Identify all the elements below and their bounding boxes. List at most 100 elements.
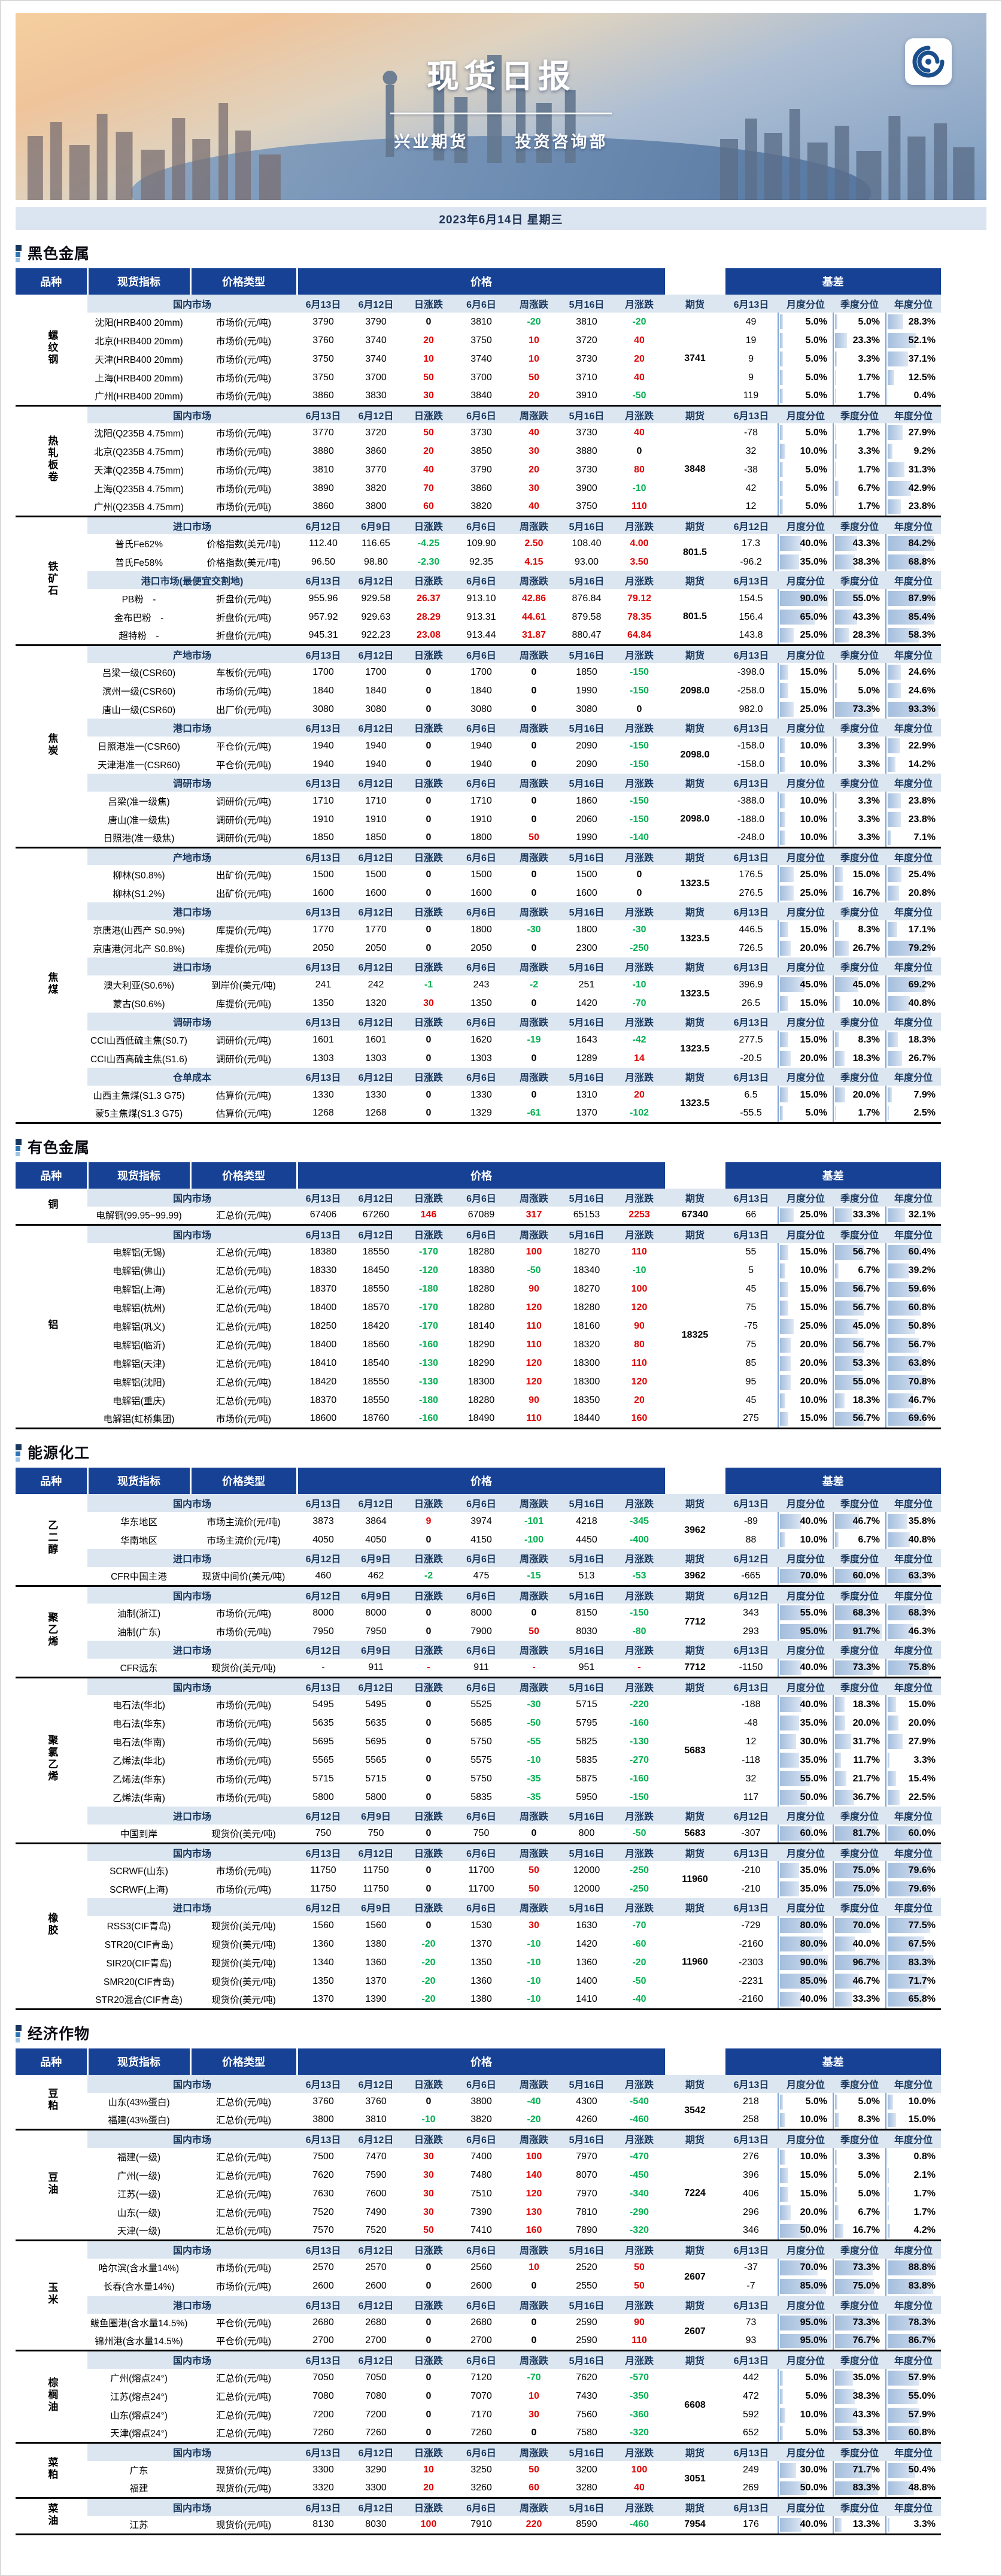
indicator-cell: 锦州港(含水量14.5%) [87,2332,190,2351]
daily-change: 0 [402,1825,455,1843]
market-label: 国内市场 [87,1842,297,1861]
weekly-change: 0 [508,737,560,755]
monthly-change: -340 [613,2184,666,2204]
variety-cell: 菜油 [16,2497,87,2535]
monthly-change: 0 [613,884,666,902]
price-type-cell: 汇总价(元/吨) [190,2405,297,2425]
percentile-cell: 10.0% [778,442,834,460]
market-label: 国内市场 [87,2442,297,2461]
percentile-cell: 75.8% [885,1659,942,1677]
variety-cell: 乙二醇 [16,1494,87,1586]
weekly-change: 40 [508,498,560,516]
daily-change: -2.30 [402,553,455,571]
weekly-change: 0 [508,2313,560,2332]
monthly-change: 78.35 [613,608,666,626]
basis-cell: 277.5 [724,1031,779,1049]
price-row: 广州(Q235B 4.75mm) 市场价(元/吨) 3860 3800 60 3… [16,498,942,516]
daily-change: 70 [402,479,455,498]
price-type-cell: 汇总价(元/吨) [190,1206,297,1225]
monthly-change: 40 [613,423,666,442]
price-type-cell: 市场价(元/吨) [190,1880,297,1898]
monthly-change: -150 [613,1788,666,1807]
company-name: 兴业期货 [394,132,469,151]
basis-cell: 42 [724,479,779,498]
percentile-cell: 7.9% [885,1086,942,1104]
monthly-change: 110 [613,1354,666,1373]
header-gap [664,1162,725,1189]
basis-cell: -20.5 [724,1049,779,1068]
percentile-cell: 91.7% [833,1622,886,1641]
weekly-change: 0 [508,810,560,829]
percentile-cell: 12.5% [885,368,942,387]
market-label: 进口市场 [87,957,297,975]
futures-price-cell: 18325 [666,1242,725,1429]
indicator-cell: 日照港准一(CSR60) [87,737,190,755]
col-price: 价格 [296,268,666,295]
percentile-cell: 55.0% [778,1769,834,1788]
daily-change: 10 [402,350,455,368]
price-type-cell: 市场价(元/吨) [190,1769,297,1788]
indicator-cell: 山东(熔点24°) [87,2405,190,2425]
price-row: 乙烯法(华东) 市场价(元/吨) 5715 5715 0 5750 -35 58… [16,1769,942,1788]
monthly-change: 64.84 [613,626,666,645]
price-type-cell: 汇总价(元/吨) [190,1298,297,1317]
percentile-cell: 56.7% [833,1242,886,1262]
price-row: 广州(一级) 汇总价(元/吨) 7620 7590 30 7480 140 80… [16,2166,942,2185]
futures-price-cell: 2098.0 [666,737,725,774]
basis-cell: -75 [724,1317,779,1336]
price-row: 中国到岸 现货价(美元/吨) 750 750 0 750 0 800 -50 56… [16,1825,942,1843]
indicator-cell: 江苏(一级) [87,2184,190,2204]
price-type-cell: 市场价(元/吨) [190,368,297,387]
daily-change: 146 [402,1206,455,1225]
variety-cell: 热轧板卷 [16,404,87,516]
percentile-cell: 10.0% [778,2147,834,2166]
weekly-change: -10 [508,1972,560,1990]
monthly-change: -220 [613,1695,666,1714]
monthly-change: -40 [613,1990,666,2009]
col-variety: 品种 [16,1162,87,1189]
daily-change: -4.25 [402,534,455,553]
basis-cell: 85 [724,1354,779,1373]
price-row: 北京(Q235B 4.75mm) 市场价(元/吨) 3880 3860 20 3… [16,442,942,460]
basis-cell: 93 [724,2332,779,2351]
basis-cell: 6.5 [724,1086,779,1104]
percentile-cell: 3.3% [833,442,886,460]
daily-change: 0 [402,1880,455,1898]
monthly-change: -150 [613,810,666,829]
monthly-change: -160 [613,1769,666,1788]
weekly-change: 50 [508,1622,560,1641]
basis-cell: 218 [724,2092,779,2111]
price-type-cell: 市场价(元/吨) [190,1861,297,1880]
price-row: 电石法(华北) 市场价(元/吨) 5495 5495 0 5525 -30 57… [16,1695,942,1807]
percentile-cell: 2.1% [885,2166,942,2185]
section-label: 能源化工 [28,1445,90,1462]
monthly-change: -150 [613,792,666,810]
percentile-cell: 60.0% [778,1825,834,1843]
indicator-cell: 柳林(S1.2%) [87,884,190,902]
col-indicator: 现货指标 [86,268,190,295]
price-type-cell: 现货价(元/吨) [190,2460,297,2480]
swirl-logo-icon [912,46,945,78]
percentile-cell: 81.7% [833,1825,886,1843]
percentile-cell: 3.3% [833,350,886,368]
basis-cell: -158.0 [724,755,779,774]
variety-cell: 棕榈油 [16,2350,87,2443]
indicator-cell: 中国到岸 [87,1825,190,1843]
basis-cell: -2231 [724,1972,779,1990]
monthly-change: -350 [613,2387,666,2406]
price-row: STR20(CIF青岛) 现货价(美元/吨) 1360 1380 -20 137… [16,1935,942,1953]
price-type-cell: 汇总价(元/吨) [190,2424,297,2443]
percentile-cell: 30.0% [778,2460,834,2480]
percentile-cell: 35.0% [778,1861,834,1880]
daily-change: 0 [402,1916,455,1935]
daily-change: 20 [402,442,455,460]
col-price-type: 价格类型 [189,1468,297,1494]
market-subheader-row: 铝国内市场 6月13日 6月12日 日涨跌 6月6日 周涨跌 5月16日 月涨跌 期货 … [16,1224,942,1429]
percentile-cell: 5.0% [778,387,834,405]
percentile-cell: 9.2% [885,442,942,460]
title-divider [390,112,612,114]
percentile-cell: 46.7% [833,1972,886,1990]
percentile-cell: 56.7% [885,1335,942,1354]
basis-cell: -188 [724,1695,779,1714]
indicator-cell: 滨州一级(CSR60) [87,681,190,700]
